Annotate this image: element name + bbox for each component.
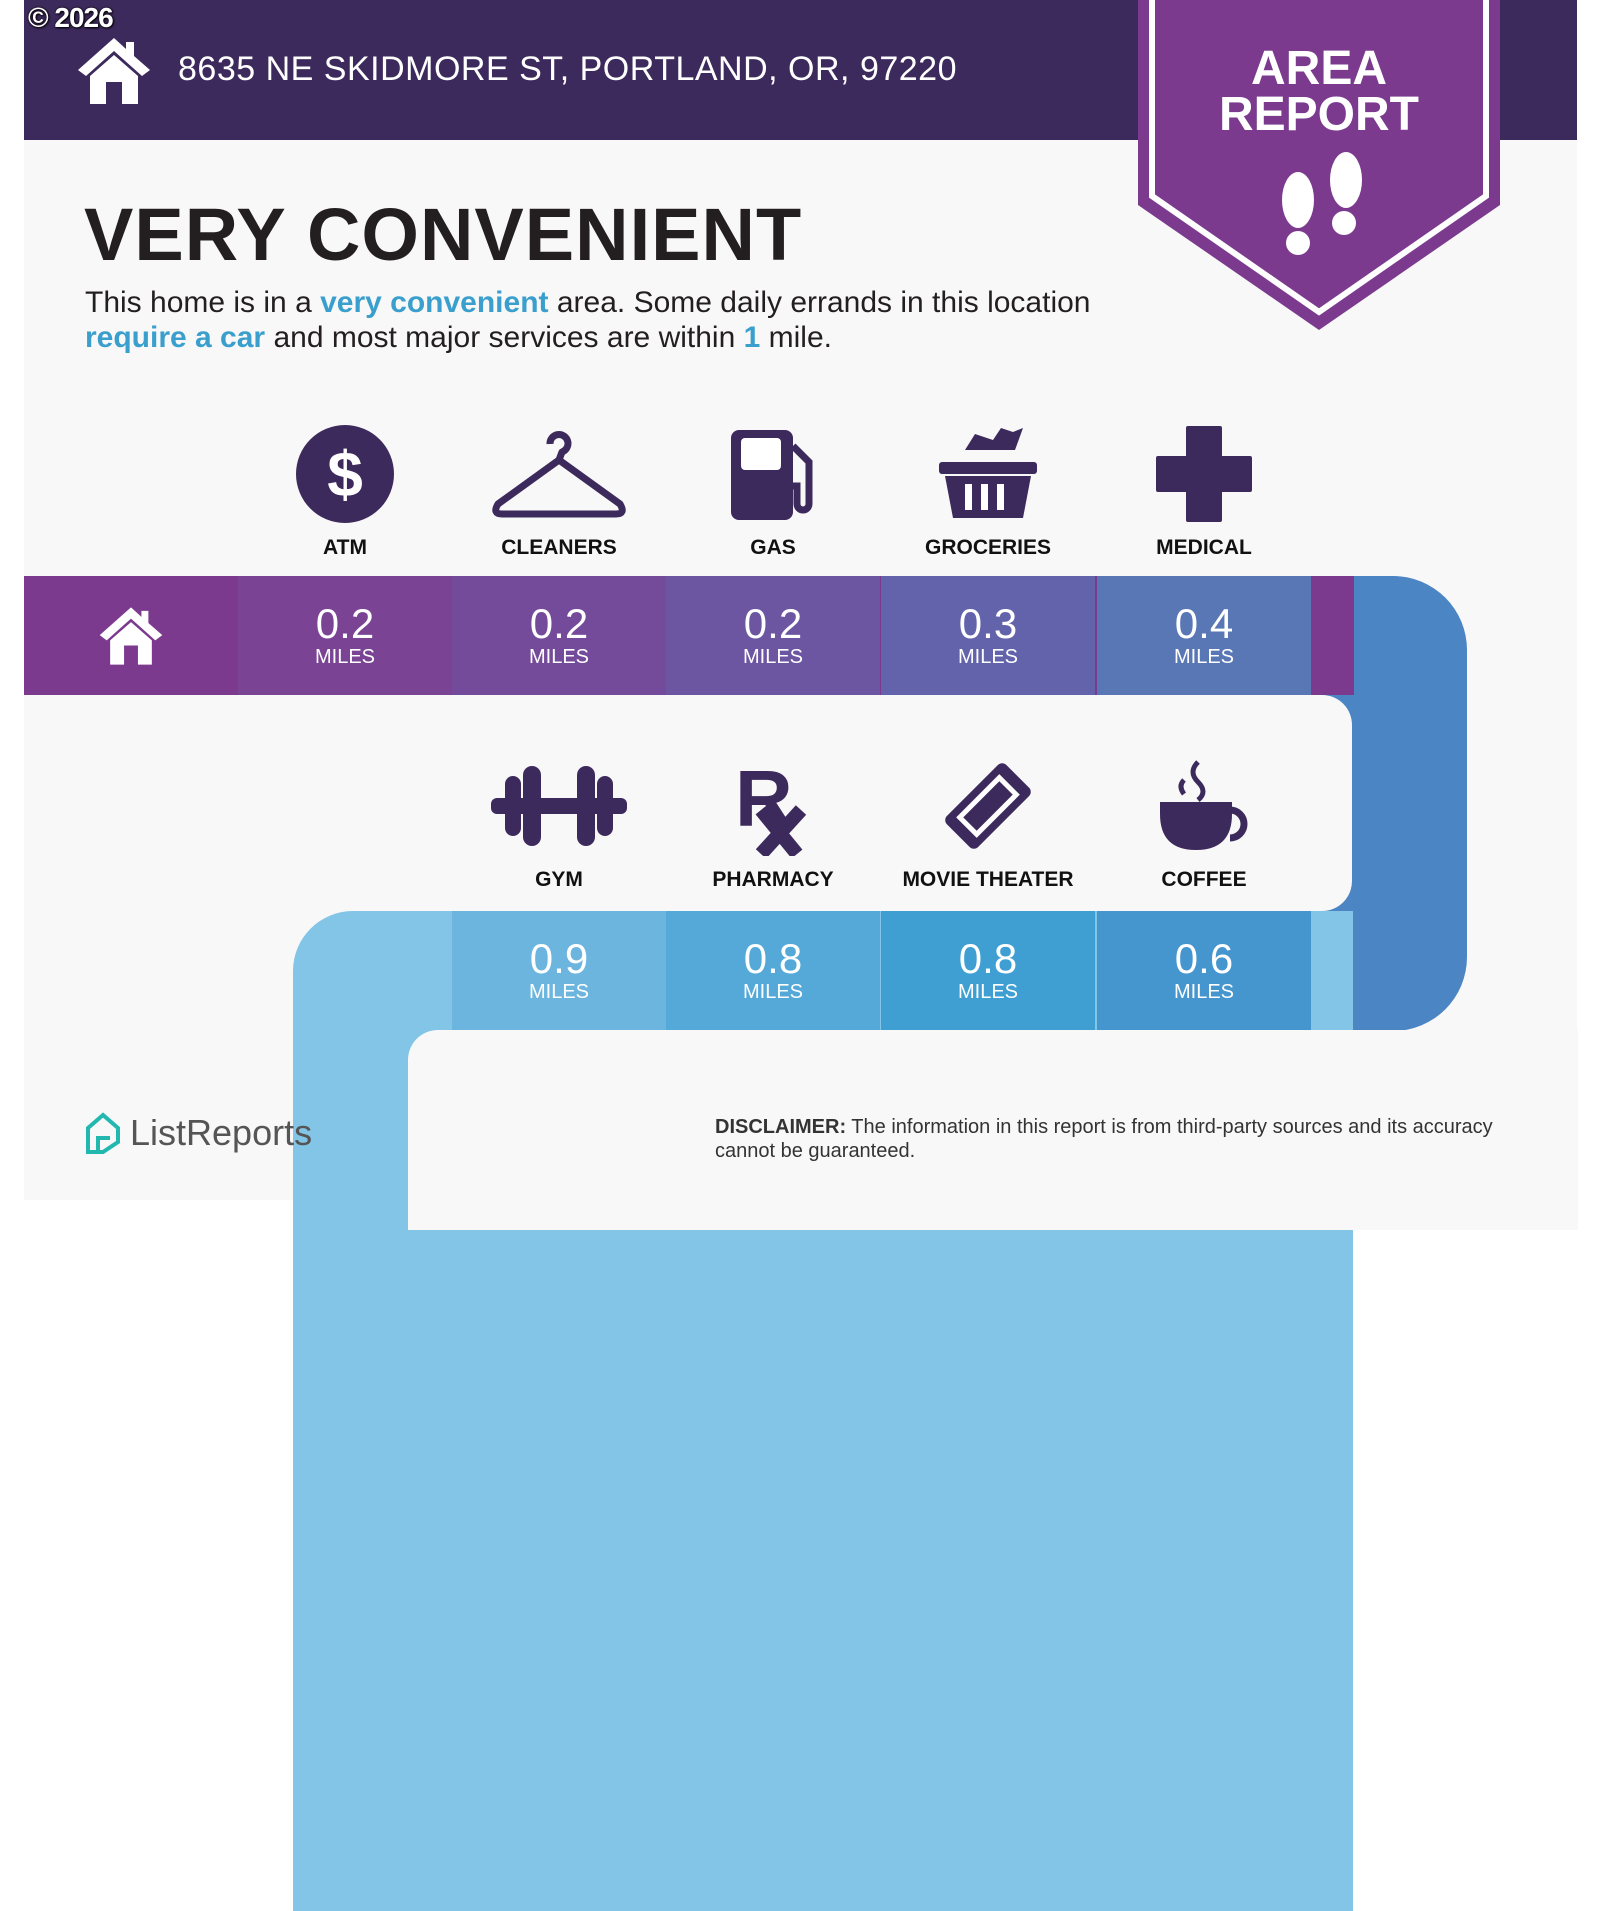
- text: and most major services are within: [265, 321, 744, 354]
- distance-unit: MILES: [528, 981, 590, 1003]
- amenity-label: GYM: [535, 868, 583, 891]
- amenity-label: CLEANERS: [501, 536, 617, 559]
- distance-cell: 0.2 MILES: [238, 576, 452, 695]
- amenity-label: MOVIE THEATER: [902, 868, 1074, 891]
- amenity-label: GAS: [750, 536, 796, 559]
- disclaimer-label: DISCLAIMER:: [715, 1116, 847, 1138]
- distance-unit: MILES: [742, 981, 804, 1003]
- amenity-label: ATM: [323, 536, 367, 559]
- listreports-logo: ListReports: [84, 1112, 312, 1154]
- basket-icon: [881, 424, 1095, 524]
- distance-value: 0.9: [529, 935, 589, 982]
- home-icon: [78, 38, 150, 104]
- text: mile.: [760, 321, 832, 354]
- highlight: 1: [743, 321, 761, 354]
- home-icon: [99, 606, 163, 665]
- distance-cell: 0.6 MILES: [1097, 911, 1311, 1030]
- footprints-icon: [1282, 152, 1362, 255]
- distance-unit: MILES: [1173, 646, 1235, 668]
- highlight: very convenient: [320, 286, 549, 319]
- text: area. Some daily errands in this locatio…: [548, 286, 1091, 319]
- highlight: require a car: [85, 321, 266, 354]
- path-gap: [24, 695, 1352, 911]
- distance-value: 0.3: [958, 600, 1018, 647]
- dollar-icon: $: [238, 424, 452, 524]
- distance-value: 0.6: [1174, 935, 1234, 982]
- page-title: VERY CONVENIENT: [84, 193, 803, 276]
- address: 8635 NE SKIDMORE ST, PORTLAND, OR, 97220: [178, 50, 957, 88]
- hanger-icon: [452, 424, 666, 524]
- badge-line1: AREA: [1250, 42, 1387, 95]
- disclaimer-text: The information in this report is from t…: [715, 1116, 1493, 1162]
- amenity-label: GROCERIES: [924, 536, 1052, 559]
- logo-icon: [86, 1112, 120, 1154]
- summary-text: This home is in a very convenient area. …: [85, 285, 1185, 355]
- distance-unit: MILES: [957, 646, 1019, 668]
- disclaimer: DISCLAIMER: The information in this repo…: [715, 1115, 1515, 1163]
- distance-cell: 0.2 MILES: [452, 576, 666, 695]
- badge-line2: REPORT: [1218, 88, 1419, 141]
- distance-cell: 0.8 MILES: [881, 911, 1095, 1030]
- dumbbell-icon: [452, 756, 666, 856]
- distance-value: 0.2: [743, 600, 803, 647]
- distance-cell: 0.4 MILES: [1097, 576, 1311, 695]
- amenity-label: COFFEE: [1161, 868, 1247, 891]
- distance-unit: MILES: [314, 646, 376, 668]
- distance-cell: 0.8 MILES: [666, 911, 880, 1030]
- distance-value: 0.8: [743, 935, 803, 982]
- distance-unit: MILES: [528, 646, 590, 668]
- amenity-label: PHARMACY: [712, 868, 834, 891]
- distance-unit: MILES: [742, 646, 804, 668]
- distance-value: 0.4: [1174, 600, 1234, 647]
- brand-name: ListReports: [130, 1112, 313, 1153]
- distance-value: 0.2: [315, 600, 375, 647]
- rx-icon: R: [666, 756, 880, 856]
- distance-cell: 0.9 MILES: [452, 911, 666, 1030]
- medical-cross-icon: [1097, 424, 1311, 524]
- distance-cell: 0.2 MILES: [666, 576, 880, 695]
- ticket-icon: [881, 756, 1095, 856]
- gas-pump-icon: [666, 424, 880, 524]
- home-cell: [24, 576, 238, 695]
- distance-cell: 0.3 MILES: [881, 576, 1095, 695]
- text: This home is in a: [85, 286, 321, 319]
- coffee-icon: [1097, 756, 1311, 856]
- amenity-label: MEDICAL: [1156, 536, 1252, 559]
- distance-unit: MILES: [957, 981, 1019, 1003]
- svg-text:$: $: [327, 438, 363, 510]
- copyright: © 2026: [28, 2, 114, 33]
- area-report-badge: [1138, 0, 1500, 330]
- distance-value: 0.2: [529, 600, 589, 647]
- path-gap-bottom: [408, 1030, 1578, 1230]
- distance-unit: MILES: [1173, 981, 1235, 1003]
- distance-value: 0.8: [958, 935, 1018, 982]
